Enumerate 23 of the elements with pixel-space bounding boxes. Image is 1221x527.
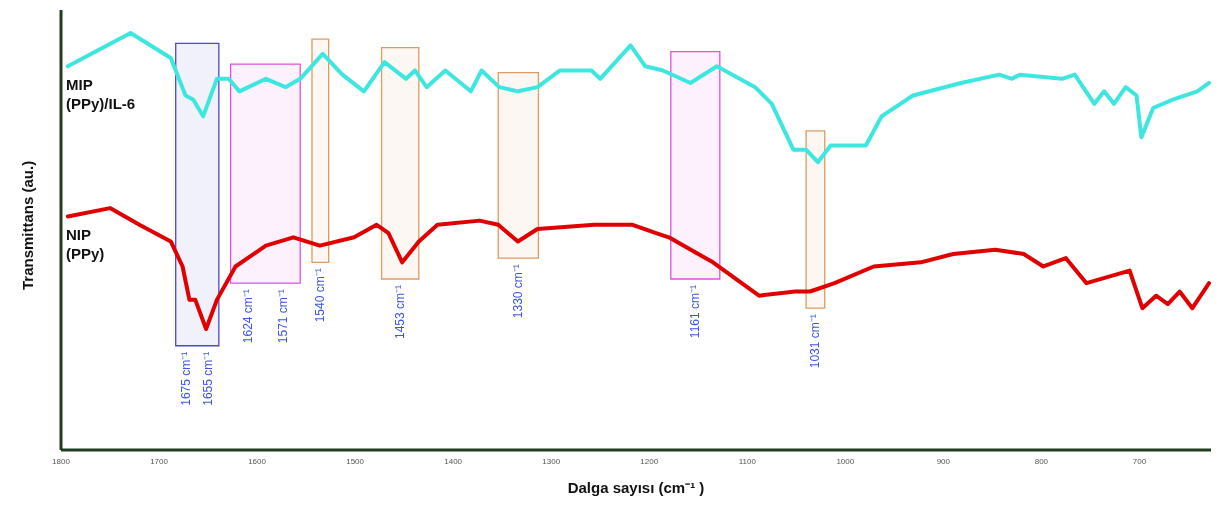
band-label: 1675 cm⁻¹ 1655 cm⁻¹ [179, 351, 216, 406]
x-tick-label: 900 [936, 456, 951, 466]
text: 1624 cm⁻¹ 1571 cm⁻¹ [241, 289, 290, 344]
x-tick-label: 1500 [346, 456, 365, 466]
series-label: MIP (PPy)/IL-6 [66, 76, 136, 113]
band-label: 1161 cm⁻¹ [688, 285, 703, 339]
series-label: NIP (PPy) [66, 226, 105, 263]
x-tick-label: 1200 [640, 456, 659, 466]
x-tick-label: 1600 [248, 456, 267, 466]
x-tick-label: 700 [1132, 456, 1147, 466]
x-tick-label: 1400 [444, 456, 463, 466]
x-tick-label: 1300 [542, 456, 561, 466]
band-label: 1330 cm⁻¹ [511, 264, 526, 319]
y-axis-title: Transmittans (au.) [19, 160, 37, 290]
band-label: 1453 cm⁻¹ [393, 285, 408, 340]
x-axis-title: Dalga sayısı (cm⁻¹ ) [567, 479, 705, 496]
band-label: 1031 cm⁻¹ [808, 314, 823, 369]
x-tick-label: 1100 [738, 456, 757, 466]
x-tick-label: 1700 [150, 456, 169, 466]
x-tick-label: 800 [1034, 456, 1049, 466]
x-tick-label: 1800 [52, 456, 71, 466]
x-tick-label: 1000 [836, 456, 855, 466]
band-label: 1540 cm⁻¹ [313, 268, 328, 323]
